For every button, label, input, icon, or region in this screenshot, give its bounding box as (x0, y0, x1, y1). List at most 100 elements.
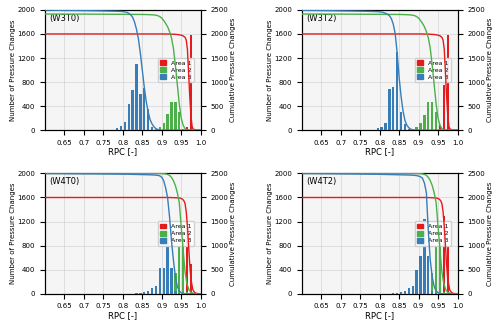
Bar (442, 85, 445, 130)
Bar (143, 88, 146, 130)
Bar (412, 129, 414, 130)
Bar (174, 286, 176, 294)
Bar (404, 291, 406, 294)
Bar (446, 248, 449, 294)
Bar (439, 129, 441, 130)
Bar (158, 268, 161, 294)
Bar (420, 289, 422, 294)
Y-axis label: Number of Pressure Changes: Number of Pressure Changes (10, 183, 16, 284)
Bar (186, 127, 188, 130)
Bar (424, 218, 426, 294)
Y-axis label: Cumulative Pressure Changes: Cumulative Pressure Changes (486, 18, 492, 122)
Bar (396, 52, 398, 130)
Bar (158, 291, 161, 294)
Y-axis label: Cumulative Pressure Changes: Cumulative Pressure Changes (230, 18, 236, 122)
Bar (427, 291, 430, 294)
Bar (162, 268, 165, 294)
Bar (136, 64, 138, 130)
Bar (431, 286, 434, 294)
Bar (424, 284, 426, 294)
Text: (W3T2): (W3T2) (306, 14, 337, 22)
Bar (182, 243, 184, 294)
Bar (166, 231, 169, 294)
Bar (186, 292, 188, 294)
Bar (174, 102, 176, 130)
Bar (178, 112, 180, 130)
Bar (420, 123, 422, 130)
Bar (384, 123, 386, 130)
Bar (151, 288, 153, 294)
Y-axis label: Cumulative Pressure Changes: Cumulative Pressure Changes (486, 182, 492, 286)
Bar (147, 291, 150, 294)
Bar (151, 293, 153, 294)
Bar (162, 289, 165, 294)
Text: (W4T0): (W4T0) (50, 177, 80, 186)
Bar (396, 293, 398, 294)
Legend: Area 1, Area 2, Area 3: Area 1, Area 2, Area 3 (414, 58, 452, 82)
Bar (154, 129, 157, 130)
Text: (W3T0): (W3T0) (50, 14, 80, 22)
Bar (120, 126, 122, 130)
Bar (170, 273, 172, 294)
Bar (139, 293, 141, 294)
Bar (435, 272, 438, 294)
Bar (174, 291, 176, 294)
Bar (182, 129, 184, 130)
Bar (435, 112, 438, 130)
Bar (408, 129, 410, 130)
Bar (435, 246, 438, 294)
Bar (178, 293, 180, 294)
Text: (W4T2): (W4T2) (306, 177, 337, 186)
Bar (427, 103, 430, 130)
Bar (174, 273, 176, 294)
Bar (166, 114, 169, 130)
Bar (400, 112, 402, 130)
Bar (439, 270, 441, 294)
Bar (182, 129, 184, 130)
Legend: Area 1, Area 2, Area 3: Area 1, Area 2, Area 3 (158, 221, 194, 246)
Bar (408, 288, 410, 294)
Bar (170, 103, 172, 130)
Bar (376, 128, 379, 130)
Bar (416, 291, 418, 294)
Bar (435, 128, 438, 130)
Bar (380, 127, 383, 130)
Bar (404, 123, 406, 130)
Bar (158, 127, 161, 130)
Legend: Area 1, Area 2, Area 3: Area 1, Area 2, Area 3 (158, 58, 194, 82)
Bar (190, 35, 192, 130)
Bar (124, 122, 126, 130)
X-axis label: RPC [-]: RPC [-] (365, 311, 394, 320)
Bar (166, 292, 169, 294)
Bar (170, 291, 172, 294)
Y-axis label: Number of Pressure Changes: Number of Pressure Changes (10, 19, 16, 121)
Bar (431, 273, 434, 294)
X-axis label: RPC [-]: RPC [-] (108, 147, 138, 156)
Bar (416, 270, 418, 294)
Bar (431, 291, 434, 294)
Bar (162, 123, 165, 130)
Bar (139, 94, 141, 130)
Bar (154, 286, 157, 294)
Bar (178, 269, 180, 294)
Bar (446, 35, 449, 130)
Bar (412, 292, 414, 294)
Bar (442, 292, 445, 294)
Bar (128, 104, 130, 130)
Bar (450, 293, 453, 294)
Bar (442, 215, 445, 294)
Bar (170, 268, 172, 294)
Bar (431, 102, 434, 130)
Bar (132, 90, 134, 130)
Y-axis label: Number of Pressure Changes: Number of Pressure Changes (266, 183, 272, 284)
Bar (420, 256, 422, 294)
Bar (154, 292, 157, 294)
Y-axis label: Number of Pressure Changes: Number of Pressure Changes (266, 19, 272, 121)
Bar (190, 264, 192, 294)
Bar (392, 87, 394, 130)
X-axis label: RPC [-]: RPC [-] (108, 311, 138, 320)
Bar (388, 89, 390, 130)
Bar (178, 246, 180, 294)
Bar (412, 286, 414, 294)
Bar (435, 293, 438, 294)
